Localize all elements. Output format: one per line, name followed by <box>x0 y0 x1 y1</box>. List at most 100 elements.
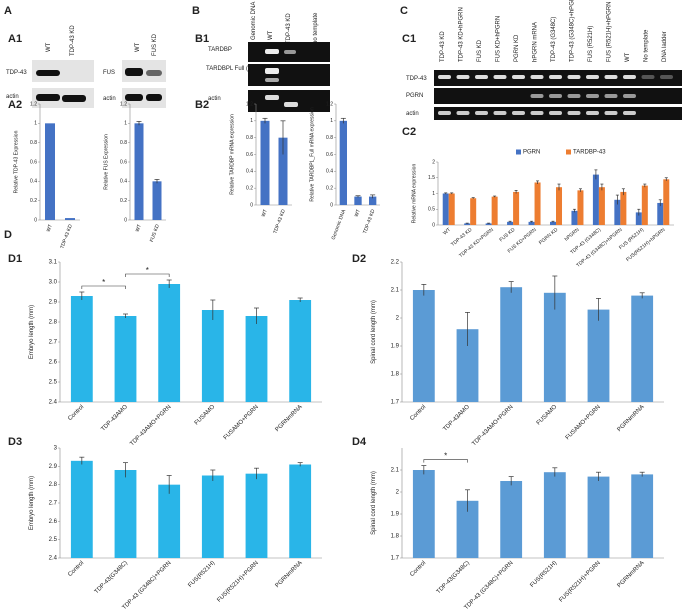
band <box>36 94 60 101</box>
significance-bracket <box>125 273 170 277</box>
lane-label: TDP-43 KD <box>70 25 76 56</box>
band <box>567 75 581 79</box>
bar <box>45 123 55 220</box>
bar <box>556 187 563 225</box>
bar <box>448 193 455 225</box>
chart: 0 0.2 0.4 0.6 0.8 1 1.2 Relative TDP-43 Express… <box>14 101 80 250</box>
y-tick-label: 2.1 <box>391 468 400 474</box>
panel-label: A2 <box>8 99 22 111</box>
y-tick-label: 2.8 <box>49 320 58 326</box>
y-tick-label: 1 <box>330 118 333 124</box>
bar <box>543 292 566 402</box>
y-tick-label: 0 <box>250 202 253 208</box>
row-label: TDP-43 <box>6 70 27 76</box>
y-tick-label: 0.6 <box>120 159 127 165</box>
lane-label: FUS (R521H) <box>588 26 594 62</box>
bar <box>289 464 312 558</box>
band <box>265 68 279 74</box>
band <box>62 95 86 102</box>
x-tick-label: FUSAMO <box>194 404 217 427</box>
band <box>604 75 618 79</box>
y-tick-label: 1.8 <box>391 534 400 540</box>
bar <box>507 221 514 225</box>
bar <box>134 123 144 220</box>
y-tick-label: 0 <box>34 217 37 223</box>
x-tick-label: FUSAMO+PGRN <box>565 404 602 441</box>
bar <box>491 196 498 225</box>
band <box>475 75 488 79</box>
band <box>586 94 599 98</box>
x-tick-label: FUS(R521H)+PGRN <box>216 560 259 603</box>
bar <box>663 179 670 225</box>
band <box>493 111 507 115</box>
x-tick-label: PGRNmRNA <box>617 404 646 433</box>
legend-label: PGRN <box>523 150 540 156</box>
x-tick-label: TDP-43AMO+PGRN <box>129 404 172 447</box>
y-tick-label: 0.6 <box>30 159 37 165</box>
y-tick-label: 0.8 <box>30 140 37 146</box>
panel-label: B1 <box>195 33 209 45</box>
x-tick-label: TDP-43AMO <box>100 404 129 433</box>
y-tick-label: 1.2 <box>120 101 127 107</box>
y-tick-label: 1 <box>250 118 253 124</box>
gel <box>248 64 330 86</box>
y-tick-label: 2.8 <box>49 482 58 488</box>
band <box>623 75 636 79</box>
panel-label: A1 <box>8 33 22 45</box>
significance-bracket <box>423 459 468 463</box>
y-tick-label: 2.9 <box>49 300 58 306</box>
band <box>265 95 279 100</box>
blot <box>122 60 166 82</box>
y-tick-label: 0.8 <box>246 135 253 141</box>
y-tick-label: 1.7 <box>391 400 400 406</box>
band <box>549 75 562 79</box>
y-tick-label: 2 <box>396 490 400 496</box>
y-tick-label: 1.9 <box>391 512 400 518</box>
band <box>146 94 162 101</box>
lane-label: FUS KD+hPGRN <box>496 16 502 62</box>
bar <box>152 181 162 220</box>
bar <box>158 484 181 558</box>
x-tick-label: Control <box>67 404 85 422</box>
y-tick-label: 0 <box>432 222 435 228</box>
y-tick-label: 2.7 <box>49 340 58 346</box>
panel-label: A <box>4 5 12 17</box>
x-tick-label: PGRNmRNA <box>275 404 304 433</box>
chart: 0 0.2 0.4 0.6 0.8 1 1.2 Relative TARDBP mRNA ex… <box>230 101 292 235</box>
lane-label: no template <box>313 12 319 44</box>
y-tick-label: 1 <box>34 121 37 127</box>
bar <box>158 284 181 402</box>
bar <box>592 174 599 225</box>
x-tick-label: WT <box>261 209 269 218</box>
bar <box>500 287 523 402</box>
y-tick-label: 2.7 <box>49 501 58 507</box>
chart: 0 0.2 0.4 0.6 0.8 1 1.2 Relative TARDBPL_Full m… <box>310 101 380 241</box>
band <box>641 75 655 79</box>
lane-label: TDP-43 KD <box>440 31 446 62</box>
x-tick-label: FUS KD <box>149 223 161 243</box>
y-tick-label: 0.2 <box>326 185 333 191</box>
y-tick-label: 0.6 <box>246 152 253 158</box>
lane-label: TDP-43 KD <box>286 13 292 44</box>
band <box>146 70 162 76</box>
blot <box>32 60 94 82</box>
bar <box>354 196 362 205</box>
lane-label: PGRN KD <box>514 34 520 62</box>
bar <box>114 316 137 402</box>
band <box>586 111 599 115</box>
band <box>456 75 470 79</box>
legend-swatch <box>516 149 521 155</box>
x-tick-label: Control <box>409 560 427 578</box>
significance-label: * <box>102 278 105 287</box>
lane-label: FUS KD <box>477 39 483 62</box>
y-tick-label: 2.4 <box>49 400 58 406</box>
y-tick-label: 1.2 <box>30 101 37 107</box>
y-tick-label: 0.6 <box>326 152 333 158</box>
y-tick-label: 0.5 <box>428 207 435 213</box>
x-tick-label: FUS(R521H)+PGRN <box>558 560 601 603</box>
bar <box>339 120 347 205</box>
bar <box>513 191 520 225</box>
band <box>284 50 296 54</box>
y-tick-label: 1.2 <box>246 101 253 107</box>
